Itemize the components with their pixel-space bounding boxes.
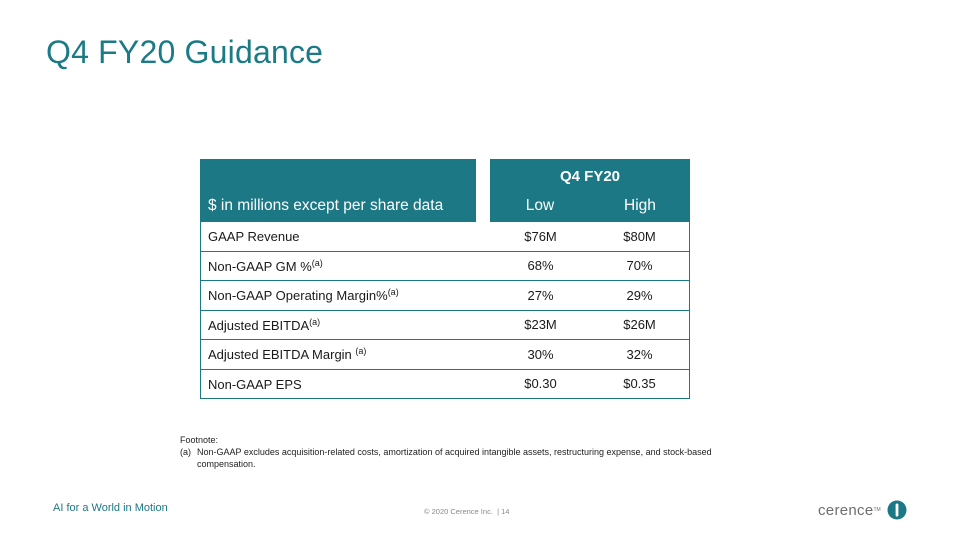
logo-mark-icon xyxy=(887,500,907,520)
logo-wordmark: cerence xyxy=(818,501,874,519)
table-row: Non-GAAP GM %(a) 68% 70% xyxy=(201,250,689,281)
footnote-mark: (a) xyxy=(180,447,191,457)
row-label: Non-GAAP GM %(a) xyxy=(208,257,323,274)
high-value: 70% xyxy=(626,258,653,274)
high-value: $0.35 xyxy=(623,376,656,392)
footnote-text: Non-GAAP excludes acquisition-related co… xyxy=(197,447,712,469)
row-label: GAAP Revenue xyxy=(208,229,300,245)
row-header-label: $ in millions except per share data xyxy=(200,159,476,222)
table-body: GAAP Revenue $76M $80M Non-GAAP GM %(a) … xyxy=(200,222,690,399)
period-header: Q4 FY20 Low High xyxy=(490,159,690,222)
footnote: Footnote: (a) Non-GAAP excludes acquisit… xyxy=(180,434,757,470)
high-value: 32% xyxy=(626,346,653,362)
guidance-table: $ in millions except per share data Q4 F… xyxy=(200,159,690,399)
row-label: Non-GAAP Operating Margin%(a) xyxy=(208,287,399,304)
logo-trademark: TM xyxy=(873,507,881,513)
table-row: Adjusted EBITDA Margin (a) 30% 32% xyxy=(201,339,689,369)
row-label: Adjusted EBITDA Margin (a) xyxy=(208,346,367,363)
low-column-header: Low xyxy=(525,197,555,214)
copyright-page-number: © 2020 Cerence Inc. | 14 xyxy=(424,507,510,516)
high-column-header: High xyxy=(624,197,656,214)
cerence-logo: cerence TM xyxy=(818,500,907,520)
low-value: 27% xyxy=(527,287,554,303)
high-value: $80M xyxy=(623,228,656,244)
row-label: Adjusted EBITDA(a) xyxy=(208,316,321,333)
low-value: 30% xyxy=(527,346,554,362)
header-gap xyxy=(476,159,490,222)
tagline: AI for a World in Motion xyxy=(53,502,168,514)
low-value: $76M xyxy=(524,228,557,244)
table-row: Non-GAAP Operating Margin%(a) 27% 29% xyxy=(201,280,689,310)
low-value: $0.30 xyxy=(524,376,557,392)
slide-title: Q4 FY20 Guidance xyxy=(46,34,324,70)
table-row: Non-GAAP EPS $0.30 $0.35 xyxy=(201,368,689,399)
high-value: $26M xyxy=(623,317,656,333)
footnote-item: (a) Non-GAAP excludes acquisition-relate… xyxy=(180,446,757,470)
low-value: $23M xyxy=(524,317,557,333)
period-label: Q4 FY20 xyxy=(559,168,621,185)
low-value: 68% xyxy=(527,258,554,274)
row-label: Non-GAAP EPS xyxy=(208,376,302,392)
table-row: GAAP Revenue $76M $80M xyxy=(201,222,689,251)
table-row: Adjusted EBITDA(a) $23M $26M xyxy=(201,309,689,340)
footnote-heading: Footnote: xyxy=(180,435,219,445)
high-value: 29% xyxy=(626,287,653,303)
table-header: $ in millions except per share data Q4 F… xyxy=(200,159,690,222)
